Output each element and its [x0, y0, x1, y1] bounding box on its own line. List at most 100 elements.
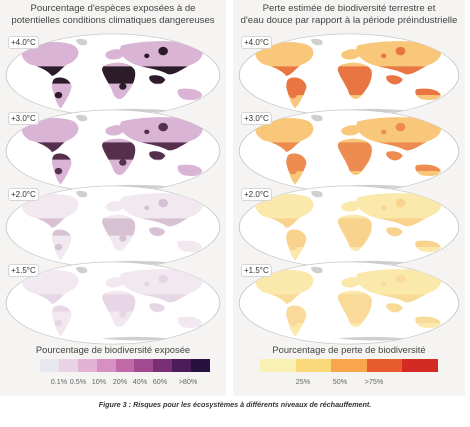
hotspot: [395, 46, 406, 56]
legend-swatch: [172, 359, 192, 372]
hotspot: [395, 274, 406, 284]
hotspot: [395, 122, 406, 132]
world-map: [238, 33, 460, 117]
map-row: +1.5°C: [237, 260, 461, 346]
hotspot: [289, 243, 297, 251]
legend-bar: [260, 359, 438, 372]
hotspot: [144, 281, 150, 287]
hotspot: [381, 281, 387, 287]
continent: [386, 227, 403, 237]
continent: [51, 77, 72, 109]
world-map: [238, 109, 460, 193]
continent: [177, 316, 203, 329]
hotspot: [355, 235, 363, 242]
legend-tick-label: 10%: [91, 377, 107, 386]
no-data-region: [102, 336, 168, 341]
continent: [105, 277, 124, 288]
continent: [356, 41, 442, 75]
world-map: [5, 261, 221, 345]
world-map: [238, 261, 460, 345]
legend-tick-label: >75%: [364, 377, 384, 386]
hotspot: [54, 91, 63, 99]
hotspot: [158, 198, 168, 208]
legend-swatch: [58, 359, 78, 372]
legend-title: Pourcentage de biodiversité exposée: [35, 344, 191, 355]
continent: [341, 201, 361, 212]
map-row: +3.0°C: [4, 108, 222, 194]
no-data-region: [75, 114, 88, 122]
hotspot: [158, 46, 168, 56]
continent: [415, 240, 441, 253]
continent: [286, 305, 307, 337]
legend-swatch: [402, 359, 438, 372]
continent: [337, 214, 372, 251]
warming-level-label: +3.0°C: [241, 112, 272, 125]
continent: [120, 41, 203, 75]
hotspot: [54, 167, 63, 175]
map-row: +3.0°C: [237, 108, 461, 194]
panel-biodiversity-loss: Perte estimée de biodiversité terrestre …: [233, 0, 465, 396]
hotspot: [144, 205, 150, 211]
continent: [356, 193, 442, 227]
continent: [105, 49, 124, 60]
legend-swatch: [96, 359, 116, 372]
hotspot: [119, 83, 127, 90]
hotspot: [144, 129, 150, 135]
continent: [21, 194, 79, 228]
continent: [102, 290, 136, 327]
legend-swatch: [134, 359, 154, 372]
continent: [356, 117, 442, 151]
map-row: +4.0°C: [4, 32, 222, 118]
warming-level-label: +2.0°C: [241, 188, 272, 201]
hotspot: [119, 311, 127, 318]
warming-level-label: +1.5°C: [8, 264, 39, 277]
legend-swatch: [331, 359, 367, 372]
continent: [255, 270, 314, 304]
world-map: [5, 185, 221, 269]
panel-title: Pourcentage d'espèces exposées à de pote…: [11, 3, 215, 26]
legend-swatch: [295, 359, 332, 372]
hotspot: [289, 91, 297, 99]
continent: [255, 194, 314, 228]
legend-swatch: [77, 359, 97, 372]
no-data-region: [75, 190, 88, 198]
hotspot: [355, 159, 363, 166]
continent: [255, 118, 314, 152]
no-data-region: [310, 114, 323, 122]
continent: [341, 125, 361, 136]
map-row: +2.0°C: [4, 184, 222, 270]
continent: [177, 164, 203, 177]
continent: [120, 269, 203, 303]
world-map: [5, 33, 221, 117]
hotspot: [119, 235, 127, 242]
continent: [177, 88, 203, 101]
hotspot: [289, 167, 297, 175]
hotspot: [355, 83, 363, 90]
legend-tick-label: 25%: [295, 377, 311, 386]
legend-bar: [40, 359, 211, 372]
continent: [51, 305, 72, 337]
hotspot: [54, 319, 63, 327]
legend-tick-label: 60%: [152, 377, 168, 386]
legend-title: Pourcentage de perte de biodiversité: [272, 344, 426, 355]
legend-tick-label: 50%: [332, 377, 348, 386]
continent: [341, 277, 361, 288]
hotspot: [355, 311, 363, 318]
continent: [149, 303, 166, 313]
legend-swatch: [191, 359, 211, 372]
legend-swatch: [153, 359, 173, 372]
continent: [21, 270, 79, 304]
continent: [356, 269, 442, 303]
continent: [255, 42, 314, 76]
continent: [21, 118, 79, 152]
continent: [105, 125, 124, 136]
hotspot: [381, 205, 387, 211]
continent: [105, 201, 124, 212]
legend-tick-label: 20%: [112, 377, 128, 386]
legend-swatch: [260, 359, 296, 372]
warming-level-label: +1.5°C: [241, 264, 272, 277]
no-data-region: [310, 266, 323, 274]
continent: [51, 153, 72, 185]
warming-level-label: +3.0°C: [8, 112, 39, 125]
map-row: +1.5°C: [4, 260, 222, 346]
